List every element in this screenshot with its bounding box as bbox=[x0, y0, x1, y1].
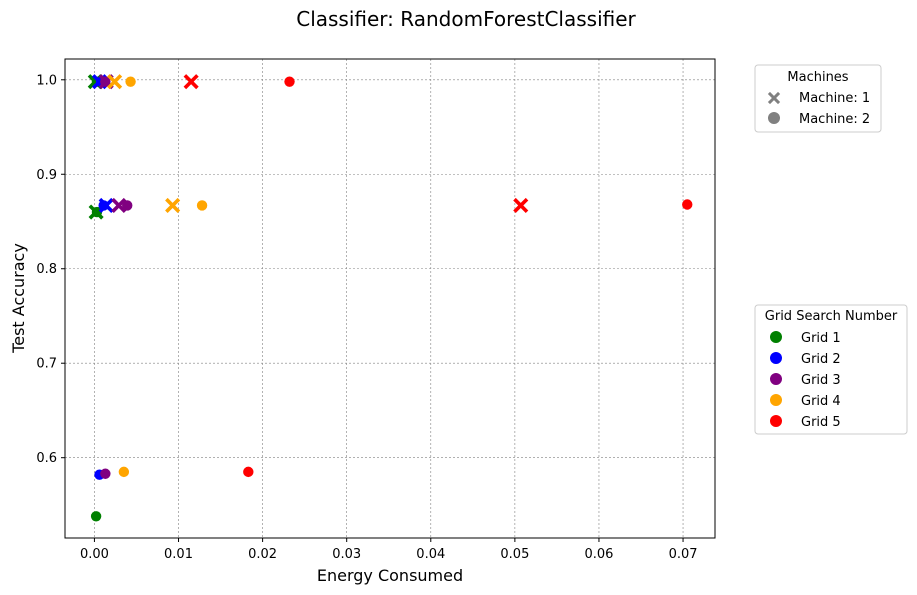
x-tick-label: 0.07 bbox=[669, 547, 698, 562]
x-tick-label: 0.00 bbox=[80, 547, 109, 562]
y-tick-label: 0.6 bbox=[36, 451, 57, 466]
grid-3-machine-1-point bbox=[111, 197, 127, 213]
grid-2-machine-2-point bbox=[98, 200, 109, 211]
grid-3-machine-2-point bbox=[122, 200, 133, 211]
legend-machine-2-label: Machine: 2 bbox=[799, 112, 870, 127]
legend-machines-frame bbox=[754, 64, 882, 133]
x-axis-label: Energy Consumed bbox=[317, 566, 463, 585]
grid-4-machine-1-point bbox=[107, 74, 123, 90]
grid-4-machine-2-point bbox=[118, 466, 130, 478]
plot-area-frame bbox=[64, 58, 716, 539]
data-points bbox=[87, 74, 693, 522]
x-tick-label: 0.03 bbox=[332, 547, 361, 562]
legend-grid-1-label: Grid 1 bbox=[801, 331, 841, 346]
grid-5-machine-2-point bbox=[284, 76, 295, 87]
grid-5-machine-1-point bbox=[513, 197, 529, 213]
legend-grid-3-marker bbox=[770, 373, 782, 385]
grid-3-machine-2-point bbox=[100, 468, 111, 479]
grid-4-machine-1-point bbox=[165, 197, 181, 213]
legend-grid-5-label: Grid 5 bbox=[801, 415, 841, 430]
legend-grids: Grid Search Number Grid 1 Grid 2 Grid 3 … bbox=[754, 304, 908, 435]
legend-machines: Machines Machine: 1 Machine: 2 bbox=[754, 64, 882, 133]
legend-grid-2-marker bbox=[770, 352, 782, 364]
x-tick-label: 0.06 bbox=[584, 547, 613, 562]
legend-grid-5-marker bbox=[770, 415, 782, 427]
grid-1-machine-2-point bbox=[90, 511, 102, 522]
x-tick-label: 0.01 bbox=[164, 547, 193, 562]
grid-lines bbox=[65, 59, 715, 538]
grid-3-machine-2-point bbox=[100, 76, 111, 87]
grid-4-machine-2-point bbox=[125, 76, 136, 87]
grid-5-machine-2-point bbox=[243, 466, 254, 478]
legend-grids-title: Grid Search Number bbox=[765, 309, 898, 324]
legend-grids-frame bbox=[754, 304, 908, 435]
legend-grid-4-label: Grid 4 bbox=[801, 394, 841, 409]
y-tick-label: 1.0 bbox=[36, 73, 57, 88]
x-tick-label: 0.02 bbox=[248, 547, 277, 562]
y-axis-ticks: 0.6 0.7 0.8 0.9 1.0 bbox=[36, 73, 65, 466]
grid-5-machine-2-point bbox=[682, 199, 693, 210]
y-tick-label: 0.7 bbox=[36, 357, 57, 372]
x-axis-ticks: 0.00 0.01 0.02 0.03 0.04 0.05 0.06 0.07 bbox=[80, 538, 698, 562]
legend-grid-1-marker bbox=[770, 331, 782, 343]
chart-title: Classifier: RandomForestClassifier bbox=[296, 7, 636, 31]
grid-1-machine-2-point bbox=[91, 206, 103, 218]
legend-machine-2-marker bbox=[768, 112, 780, 124]
grid-5-machine-1-point bbox=[183, 74, 199, 90]
grid-4-machine-2-point bbox=[196, 200, 208, 211]
legend-grid-3-label: Grid 3 bbox=[801, 373, 841, 388]
legend-grid-4-marker bbox=[770, 394, 782, 406]
legend-machine-1-marker bbox=[767, 91, 781, 105]
x-tick-label: 0.05 bbox=[500, 547, 529, 562]
legend-grid-2-label: Grid 2 bbox=[801, 352, 841, 367]
y-tick-label: 0.9 bbox=[36, 168, 57, 183]
x-tick-label: 0.04 bbox=[416, 547, 445, 562]
legend-machine-1-label: Machine: 1 bbox=[799, 91, 870, 106]
y-axis-label: Test Accuracy bbox=[9, 243, 28, 354]
y-tick-label: 0.8 bbox=[36, 262, 57, 277]
legend-machines-title: Machines bbox=[787, 70, 848, 85]
